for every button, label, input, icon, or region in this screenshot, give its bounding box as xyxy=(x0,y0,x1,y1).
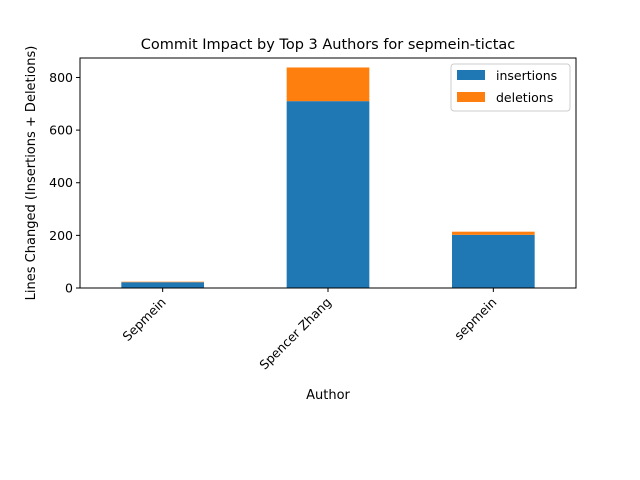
y-tick-label: 800 xyxy=(49,70,73,85)
x-axis: Sepmein Spencer Zhang sepmein xyxy=(119,288,499,372)
legend-label-deletions: deletions xyxy=(496,90,553,105)
bar-insertions xyxy=(452,234,535,288)
x-tick-label: sepmein xyxy=(451,295,499,343)
bar-group xyxy=(121,67,535,288)
x-tick-label: Sepmein xyxy=(119,295,168,344)
x-axis-label: Author xyxy=(306,388,350,403)
y-tick-label: 0 xyxy=(65,281,73,296)
x-tick-label: Spencer Zhang xyxy=(256,295,334,373)
y-tick-label: 400 xyxy=(49,175,73,190)
legend: insertions deletions xyxy=(450,63,571,112)
legend-swatch-deletions xyxy=(457,92,485,102)
chart-title: Commit Impact by Top 3 Authors for sepme… xyxy=(141,37,516,53)
legend-label-insertions: insertions xyxy=(496,68,557,83)
bar-deletions xyxy=(452,231,535,235)
y-tick-label: 200 xyxy=(49,228,73,243)
bar-deletions xyxy=(121,281,204,283)
bar-insertions xyxy=(286,101,370,288)
y-axis: 0 200 400 600 800 xyxy=(49,70,80,296)
y-axis-label: Lines Changed (Insertions + Deletions) xyxy=(24,46,39,301)
bar-insertions xyxy=(121,282,204,288)
bar-deletions xyxy=(286,67,370,102)
legend-swatch-insertions xyxy=(457,70,485,80)
plot-frame xyxy=(79,57,577,289)
y-tick-label: 600 xyxy=(49,123,73,138)
